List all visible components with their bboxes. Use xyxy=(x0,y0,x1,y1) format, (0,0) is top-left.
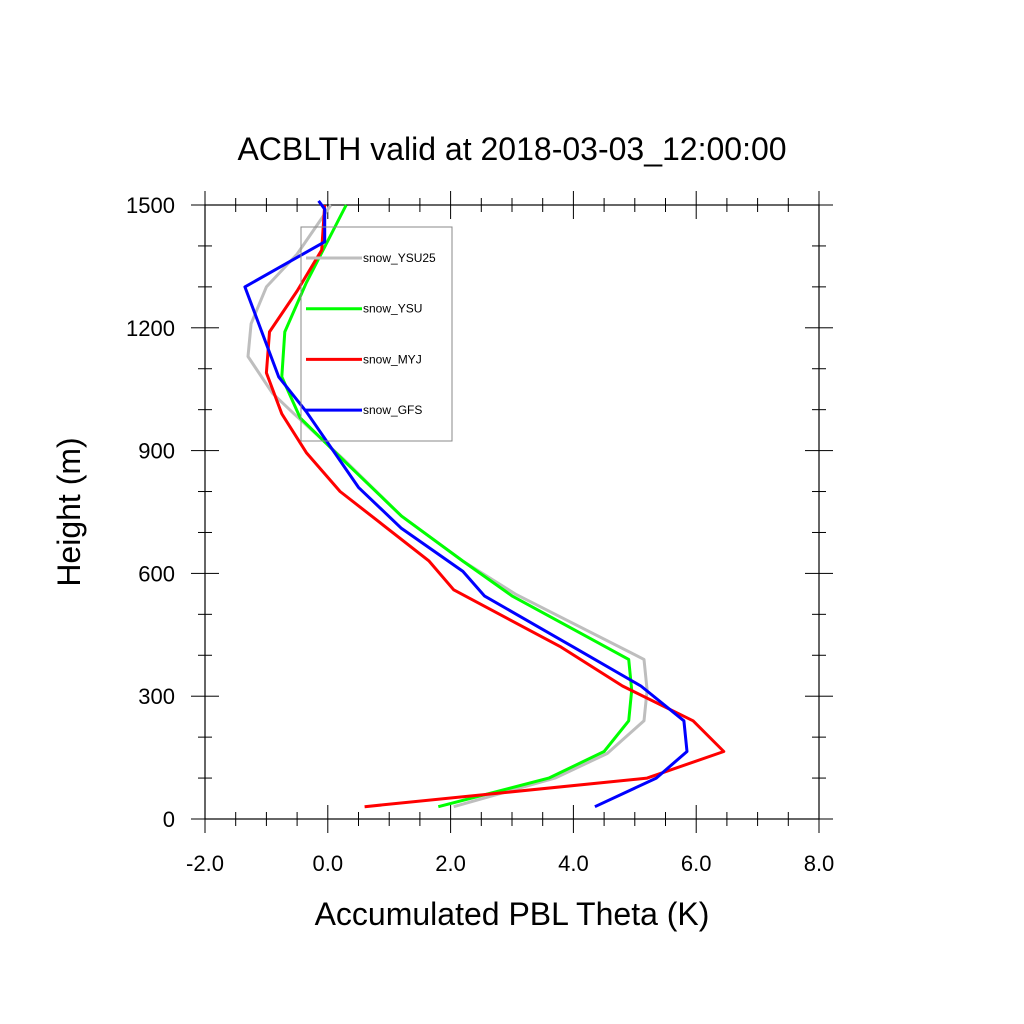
x-tick-label: -2.0 xyxy=(186,851,224,876)
legend-label: snow_GFS xyxy=(363,403,422,417)
y-tick-label: 300 xyxy=(138,684,175,709)
x-tick-label: 4.0 xyxy=(558,851,589,876)
series-layer xyxy=(243,200,726,809)
chart-title: ACBLTH valid at 2018-03-03_12:00:00 xyxy=(237,131,786,167)
y-tick-label: 600 xyxy=(138,561,175,586)
legend-box xyxy=(300,226,453,442)
legend-label: snow_MYJ xyxy=(363,352,422,366)
x-tick-label: 6.0 xyxy=(681,851,712,876)
y-tick-label: 0 xyxy=(163,807,175,832)
y-tick-label: 1500 xyxy=(126,193,175,218)
axis-ticks: -2.0 0.0 2.0 4.0 6.0 8.0 0 300 600 900 1200 1500 xyxy=(126,191,834,876)
x-tick-label: 0.0 xyxy=(313,851,344,876)
legend-label: snow_YSU xyxy=(363,302,422,316)
series-line-snow-gfs xyxy=(243,200,689,809)
x-tick-label: 2.0 xyxy=(435,851,466,876)
y-tick-label: 1200 xyxy=(126,316,175,341)
legend: snow_YSU25 snow_YSU snow_MYJ snow_GFS xyxy=(300,226,453,442)
y-axis-label: Height (m) xyxy=(51,437,87,586)
series-line-snow-ysu xyxy=(280,204,634,809)
series-line-snow-myj xyxy=(264,204,726,809)
y-tick-label: 900 xyxy=(138,439,175,464)
x-tick-label: 8.0 xyxy=(804,851,835,876)
x-axis-label: Accumulated PBL Theta (K) xyxy=(315,896,710,932)
legend-label: snow_YSU25 xyxy=(363,251,436,265)
